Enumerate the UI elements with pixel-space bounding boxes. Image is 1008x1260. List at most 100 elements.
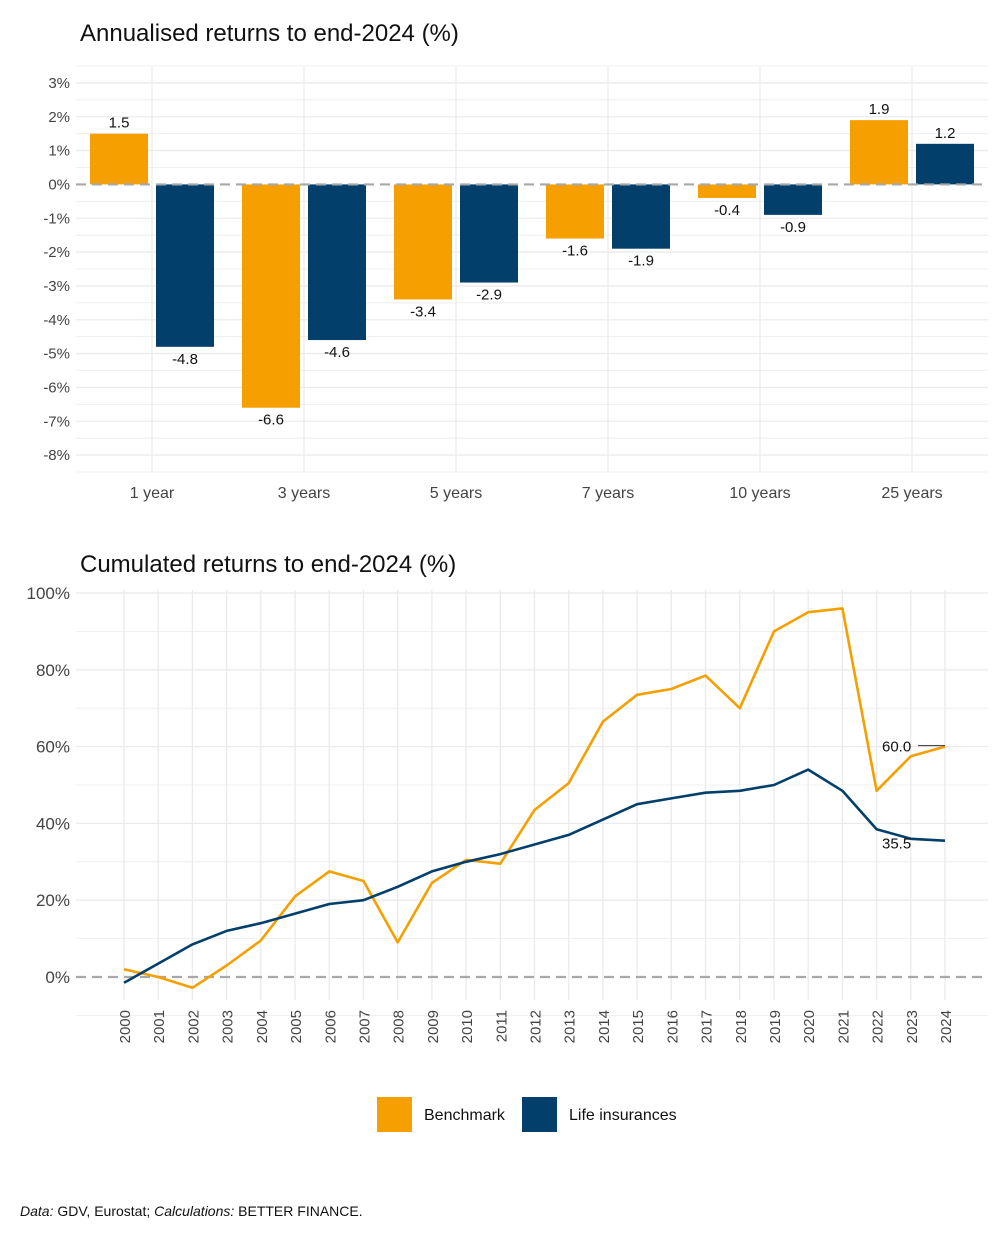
bar-data-label: 1.5 [109, 115, 130, 132]
source-calc-label: Calculations: [154, 1203, 235, 1219]
bar-y-tick-label: -3% [43, 278, 70, 295]
bar-x-tick-label: 5 years [430, 485, 482, 502]
bar-y-tick-label: -4% [43, 312, 70, 329]
bar-life-insurances-3-years [308, 184, 366, 341]
line-x-tick-label: 2007 [356, 1010, 373, 1043]
bar-life-insurances-10-years [764, 184, 822, 215]
line-chart-lines: 60.0 35.5 [76, 607, 988, 990]
bar-data-label: -6.6 [258, 412, 284, 429]
bar-chart-bars: 1.5 -6.6 -3.4 -1.6 -0.4 1.9 -4.8 -4.6 -2.9 -1.9 -0… [76, 101, 988, 429]
bar-x-tick-label: 25 years [881, 485, 942, 502]
bar-data-label: -2.9 [476, 287, 502, 304]
line-x-tick-label: 2023 [904, 1010, 921, 1043]
bar-data-label: -1.6 [562, 243, 588, 260]
line-y-tick-label: 60% [36, 738, 70, 757]
bar-benchmark-5-years [394, 184, 452, 300]
bar-y-tick-label: -5% [43, 346, 70, 363]
line-x-tick-label: 2019 [767, 1010, 784, 1043]
line-chart-y-axis: 100% 80% 60% 40% 20% 0% [27, 584, 70, 987]
line-chart-grid [76, 590, 988, 1016]
bar-y-tick-label: -7% [43, 413, 70, 430]
bar-x-tick-label: 3 years [278, 485, 330, 502]
bar-data-label: -3.4 [410, 303, 436, 320]
line-x-tick-label: 2004 [254, 1010, 271, 1043]
line-x-tick-label: 2006 [322, 1010, 339, 1043]
bar-x-tick-label: 7 years [582, 485, 634, 502]
bar-data-label: 1.2 [935, 125, 956, 142]
bar-y-tick-label: 3% [48, 75, 70, 92]
line-x-tick-label: 2024 [938, 1010, 955, 1043]
legend-label-life-insurances: Life insurances [569, 1107, 677, 1124]
bar-life-insurances-7-years [612, 184, 670, 249]
legend-swatch-benchmark [377, 1097, 412, 1132]
bar-benchmark-1-year [90, 133, 148, 185]
line-x-tick-label: 2017 [699, 1010, 716, 1043]
bar-chart-title: Annualised returns to end-2024 (%) [80, 20, 459, 47]
line-x-tick-label: 2001 [151, 1010, 168, 1043]
bar-benchmark-25-years [850, 120, 908, 185]
bar-y-tick-label: -6% [43, 379, 70, 396]
bar-life-insurances-5-years [460, 184, 518, 283]
line-x-tick-label: 2005 [288, 1010, 305, 1043]
source-note: Data: GDV, Eurostat; Calculations: BETTE… [20, 1203, 363, 1219]
bar-data-label: -4.6 [324, 344, 350, 361]
source-calc-text: BETTER FINANCE. [234, 1203, 363, 1219]
source-data-text: GDV, Eurostat; [53, 1203, 155, 1219]
bar-y-tick-label: 1% [48, 143, 70, 160]
line-y-tick-label: 100% [27, 584, 70, 603]
line-x-tick-label: 2020 [801, 1010, 818, 1043]
bar-life-insurances-25-years [916, 143, 974, 185]
line-y-tick-label: 0% [45, 968, 70, 987]
line-x-tick-label: 2003 [220, 1010, 237, 1043]
source-data-label: Data: [20, 1203, 54, 1219]
bar-data-label: -1.9 [628, 253, 654, 270]
bar-data-label: -4.8 [172, 351, 198, 368]
bar-benchmark-10-years [698, 184, 756, 198]
line-y-tick-label: 40% [36, 814, 70, 833]
line-x-tick-label: 2011 [493, 1010, 510, 1042]
legend: Benchmark Life insurances [377, 1097, 677, 1132]
line-chart-title: Cumulated returns to end-2024 (%) [80, 551, 456, 578]
series-line-life-insurances [123, 768, 946, 984]
bar-benchmark-3-years [242, 184, 300, 408]
line-x-tick-label: 2022 [870, 1010, 887, 1043]
legend-label-benchmark: Benchmark [424, 1107, 506, 1124]
bar-y-tick-label: -2% [43, 244, 70, 261]
bar-life-insurances-1-year [156, 184, 214, 347]
bar-data-label: -0.4 [714, 202, 740, 219]
line-x-tick-label: 2014 [596, 1010, 613, 1043]
bar-y-tick-label: -8% [43, 447, 70, 464]
line-x-tick-label: 2009 [425, 1010, 442, 1043]
line-x-tick-label: 2008 [391, 1010, 408, 1043]
bar-y-tick-label: 0% [48, 176, 70, 193]
bar-data-label: -0.9 [780, 219, 806, 236]
bar-chart-y-axis: 3% 2% 1% 0% -1% -2% -3% -4% -5% -6% -7% -8% [43, 75, 70, 464]
line-x-tick-label: 2015 [630, 1010, 647, 1043]
line-x-tick-label: 2012 [528, 1010, 545, 1043]
line-y-tick-label: 80% [36, 661, 70, 680]
line-x-tick-label: 2002 [185, 1010, 202, 1043]
end-label-life-insurances: 35.5 [882, 836, 911, 853]
series-line-benchmark [123, 607, 946, 990]
line-x-tick-label: 2016 [664, 1010, 681, 1043]
cumulated-returns-chart: Cumulated returns to end-2024 (%) 100% 80… [27, 551, 988, 1043]
line-x-tick-label: 2021 [835, 1010, 852, 1043]
end-label-benchmark: 60.0 [882, 739, 911, 756]
line-chart-x-axis: 2000 2001 2002 2003 2004 2005 2006 2007 2008 2009… [117, 1010, 955, 1043]
chart-canvas: Annualised returns to end-2024 (%) 3% 2% 1… [27, 20, 988, 1132]
bar-chart-x-axis: 1 year 3 years 5 years 7 years 10 years 25 ye… [130, 485, 943, 502]
line-x-tick-label: 2013 [562, 1010, 579, 1043]
line-x-tick-label: 2010 [459, 1010, 476, 1043]
line-x-tick-label: 2000 [117, 1010, 134, 1043]
bar-data-label: 1.9 [869, 101, 890, 118]
bar-x-tick-label: 1 year [130, 485, 175, 502]
line-x-tick-label: 2018 [733, 1010, 750, 1043]
bar-x-tick-label: 10 years [729, 485, 790, 502]
bar-chart-grid [76, 65, 988, 473]
bar-y-tick-label: -1% [43, 210, 70, 227]
bar-y-tick-label: 2% [48, 109, 70, 126]
annualised-returns-chart: Annualised returns to end-2024 (%) 3% 2% 1… [43, 20, 988, 502]
bar-benchmark-7-years [546, 184, 604, 239]
legend-swatch-life-insurances [522, 1097, 557, 1132]
line-y-tick-label: 20% [36, 891, 70, 910]
